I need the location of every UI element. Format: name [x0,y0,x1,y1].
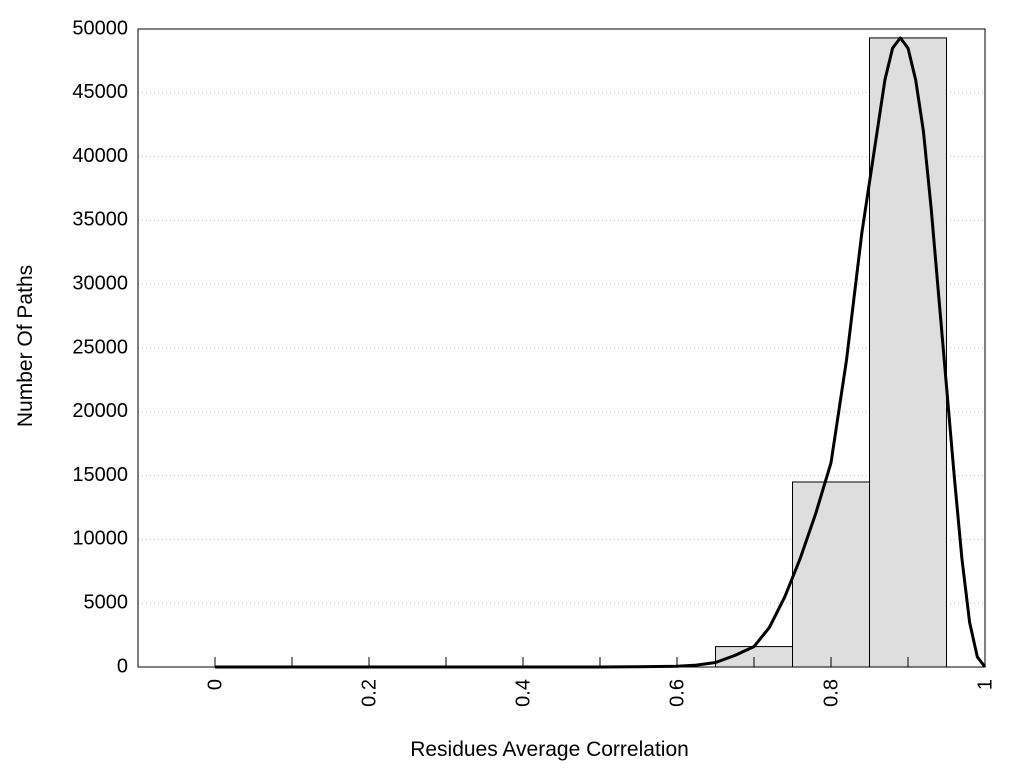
y-tick-label: 45000 [72,81,128,103]
y-axis-label: Number Of Paths [14,265,37,427]
y-tick-label: 40000 [72,145,128,167]
x-tick-label: 1 [974,679,996,690]
y-tick-label: 20000 [72,400,128,422]
histogram-bar [792,481,870,668]
y-tick-label: 25000 [72,336,128,358]
y-tick-label: 50000 [72,17,128,39]
x-axis-label: Residues Average Correlation [410,738,689,761]
x-tick-label: 0.2 [358,679,380,707]
x-axis-ticks: 0 0.2 0.4 0.6 0.8 1 [204,657,996,707]
histogram-bar [869,37,947,668]
x-tick-label: 0.6 [666,679,688,707]
plot-frame [137,28,986,668]
x-tick-label: 0 [204,679,226,690]
y-tick-label: 10000 [72,528,128,550]
x-tick-label: 0.8 [820,679,842,707]
y-tick-label: 0 [117,655,128,677]
y-tick-label: 15000 [72,464,128,486]
x-tick-label: 0.4 [512,679,534,707]
y-axis-ticks: 0 5000 10000 15000 20000 25000 30000 35000 40000… [72,17,128,677]
y-tick-label: 35000 [72,209,128,231]
y-tick-label: 5000 [84,591,129,613]
histogram-bars [715,37,947,668]
y-tick-label: 30000 [72,272,128,294]
